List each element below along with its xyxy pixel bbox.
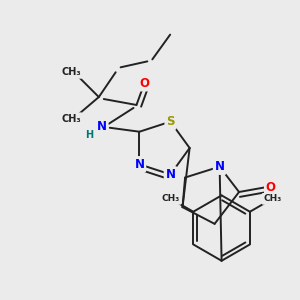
- Text: CH₃: CH₃: [263, 194, 281, 203]
- Text: O: O: [140, 77, 149, 90]
- Text: S: S: [166, 115, 175, 128]
- Text: CH₃: CH₃: [61, 114, 81, 124]
- Text: N: N: [134, 158, 144, 171]
- Text: N: N: [214, 160, 225, 173]
- Text: CH₃: CH₃: [162, 194, 180, 203]
- Text: N: N: [166, 168, 176, 181]
- Text: O: O: [266, 181, 276, 194]
- Text: CH₃: CH₃: [61, 67, 81, 77]
- Text: N: N: [97, 120, 107, 133]
- Text: H: H: [85, 130, 93, 140]
